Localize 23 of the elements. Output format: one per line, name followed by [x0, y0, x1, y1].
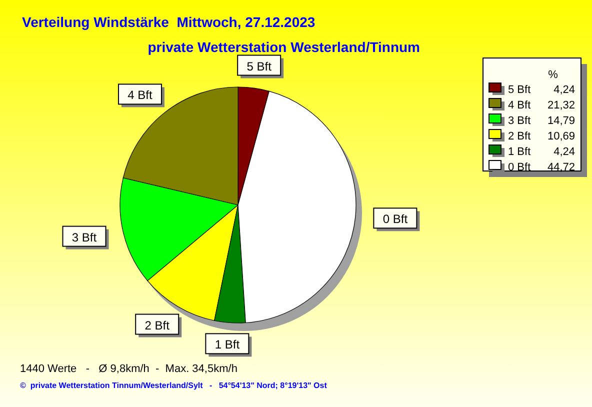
- legend-label: 5 Bft: [508, 84, 531, 96]
- data-label: 4,24: [554, 84, 575, 96]
- data-label: 10,69: [547, 130, 575, 142]
- data-label: 44,72: [547, 162, 575, 174]
- data-label: 4,24: [554, 146, 575, 158]
- data-label: 21,32: [547, 100, 575, 112]
- text: 1440 Werte - Ø 9,8km/h - Max. 34,5km/h: [20, 363, 238, 375]
- legend-label: 1 Bft: [508, 146, 531, 158]
- legend-label: 3 Bft: [508, 115, 531, 127]
- slice-label: 2 Bft: [144, 318, 170, 332]
- slice-label: 4 Bft: [128, 88, 153, 102]
- chart-subtitle: private Wetterstation Westerland/Tinnum: [148, 39, 420, 55]
- legend-label: 0 Bft: [508, 162, 531, 174]
- legend-title: %: [548, 69, 558, 81]
- slice-label: 3 Bft: [72, 230, 98, 244]
- legend-label: 2 Bft: [508, 130, 531, 142]
- slice-label: 1 Bft: [214, 338, 240, 352]
- data-label: 14,79: [547, 115, 575, 127]
- chart-title: Verteilung Windstärke Mittwoch, 27.12.2023: [22, 14, 316, 30]
- slice-label: 5 Bft: [246, 59, 272, 74]
- text: © private Wetterstation Tinnum/Westerland/Sylt - 54°54'13" Nord; 8°19'13" Ost: [20, 381, 328, 390]
- legend-label: 4 Bft: [508, 100, 531, 112]
- slice-label: 0 Bft: [382, 212, 408, 226]
